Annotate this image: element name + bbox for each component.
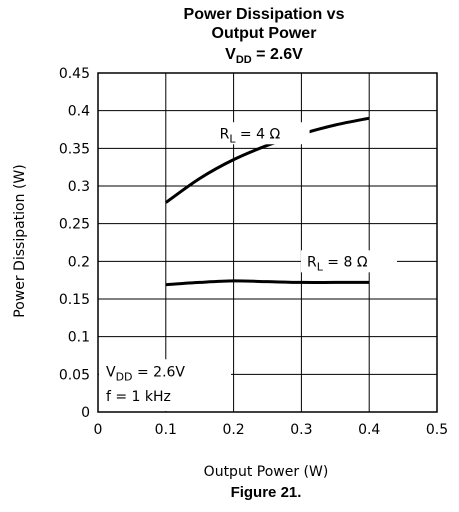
y-tick-label: 0.35 (59, 141, 90, 157)
x-axis-label: Output Power (W) (204, 464, 329, 480)
y-axis-label: Power Dissipation (W) (12, 164, 28, 317)
y-tick-label: 0.2 (68, 254, 90, 270)
series-label-4ohm-sub: L (229, 132, 236, 145)
series-label-8ohm: RL = 8 Ω (300, 250, 397, 273)
chart-title-line1: Power Dissipation vs (184, 6, 345, 23)
chart-title-line3: VDD = 2.6V (225, 46, 303, 66)
series-line-4ohm (164, 116, 370, 204)
series-label-8ohm-main: R (307, 254, 317, 270)
conditions-annotation: VDD = 2.6V f = 1 kHz (99, 359, 231, 411)
conditions-annotation-bg (99, 359, 231, 411)
series-label-4ohm-text: RL = 4 Ω (220, 126, 281, 145)
x-tick-label: 0 (94, 422, 103, 438)
annotation-vdd-rest: = 2.6V (133, 364, 186, 380)
title-vdd-main: V (225, 46, 236, 63)
series-label-8ohm-text: RL = 8 Ω (307, 254, 368, 273)
series-label-8ohm-bg (300, 250, 397, 273)
annotation-vdd-sub: DD (116, 370, 133, 383)
y-tick-label: 0.05 (59, 367, 90, 383)
x-tick-label: 0.5 (426, 422, 448, 438)
y-tick-label: 0.45 (59, 66, 90, 82)
y-tick-label: 0.15 (59, 292, 90, 308)
title-vdd-sub: DD (236, 54, 252, 66)
chart-title-line2: Output Power (212, 25, 317, 42)
y-tick-label: 0 (81, 405, 90, 421)
series-label-4ohm: RL = 4 Ω (213, 122, 310, 145)
title-vdd-rest: = 2.6V (252, 46, 303, 63)
series-label-4ohm-bg (213, 122, 310, 145)
chart-series-layer (164, 116, 370, 287)
x-tick-label: 0.1 (155, 422, 177, 438)
annotation-vdd-main: V (106, 364, 116, 380)
x-tick-labels: 0 0.1 0.2 0.3 0.4 0.5 (94, 422, 449, 438)
y-tick-label: 0.3 (68, 179, 90, 195)
annotation-frequency: f = 1 kHz (106, 389, 171, 405)
series-label-8ohm-sub: L (317, 260, 324, 273)
y-tick-label: 0.4 (68, 104, 90, 120)
y-tick-label: 0.1 (68, 330, 90, 346)
x-tick-label: 0.3 (290, 422, 312, 438)
annotation-vdd: VDD = 2.6V (106, 364, 185, 383)
x-tick-label: 0.2 (222, 422, 244, 438)
figure-caption: Figure 21. (231, 484, 302, 501)
x-tick-label: 0.4 (358, 422, 380, 438)
plot-frame (97, 72, 438, 413)
y-tick-label: 0.25 (59, 217, 90, 233)
series-line-8ohm (165, 279, 370, 287)
series-label-8ohm-rest: = 8 Ω (323, 254, 368, 270)
series-label-4ohm-main: R (220, 126, 230, 142)
series-label-4ohm-rest: = 4 Ω (235, 126, 280, 142)
y-tick-labels: 0 0.05 0.1 0.15 0.2 0.25 0.3 0.35 0.4 0.45 (59, 66, 90, 421)
